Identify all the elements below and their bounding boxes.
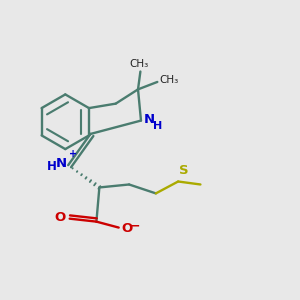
Text: N: N <box>56 157 67 170</box>
Text: H: H <box>46 160 56 173</box>
Text: −: − <box>130 220 140 232</box>
Text: CH₃: CH₃ <box>160 76 179 85</box>
Text: S: S <box>179 164 189 177</box>
Text: O: O <box>55 211 66 224</box>
Text: H: H <box>154 121 163 131</box>
Text: N: N <box>144 112 155 126</box>
Text: CH₃: CH₃ <box>129 59 148 69</box>
Text: O: O <box>121 222 132 235</box>
Text: +: + <box>69 148 77 159</box>
